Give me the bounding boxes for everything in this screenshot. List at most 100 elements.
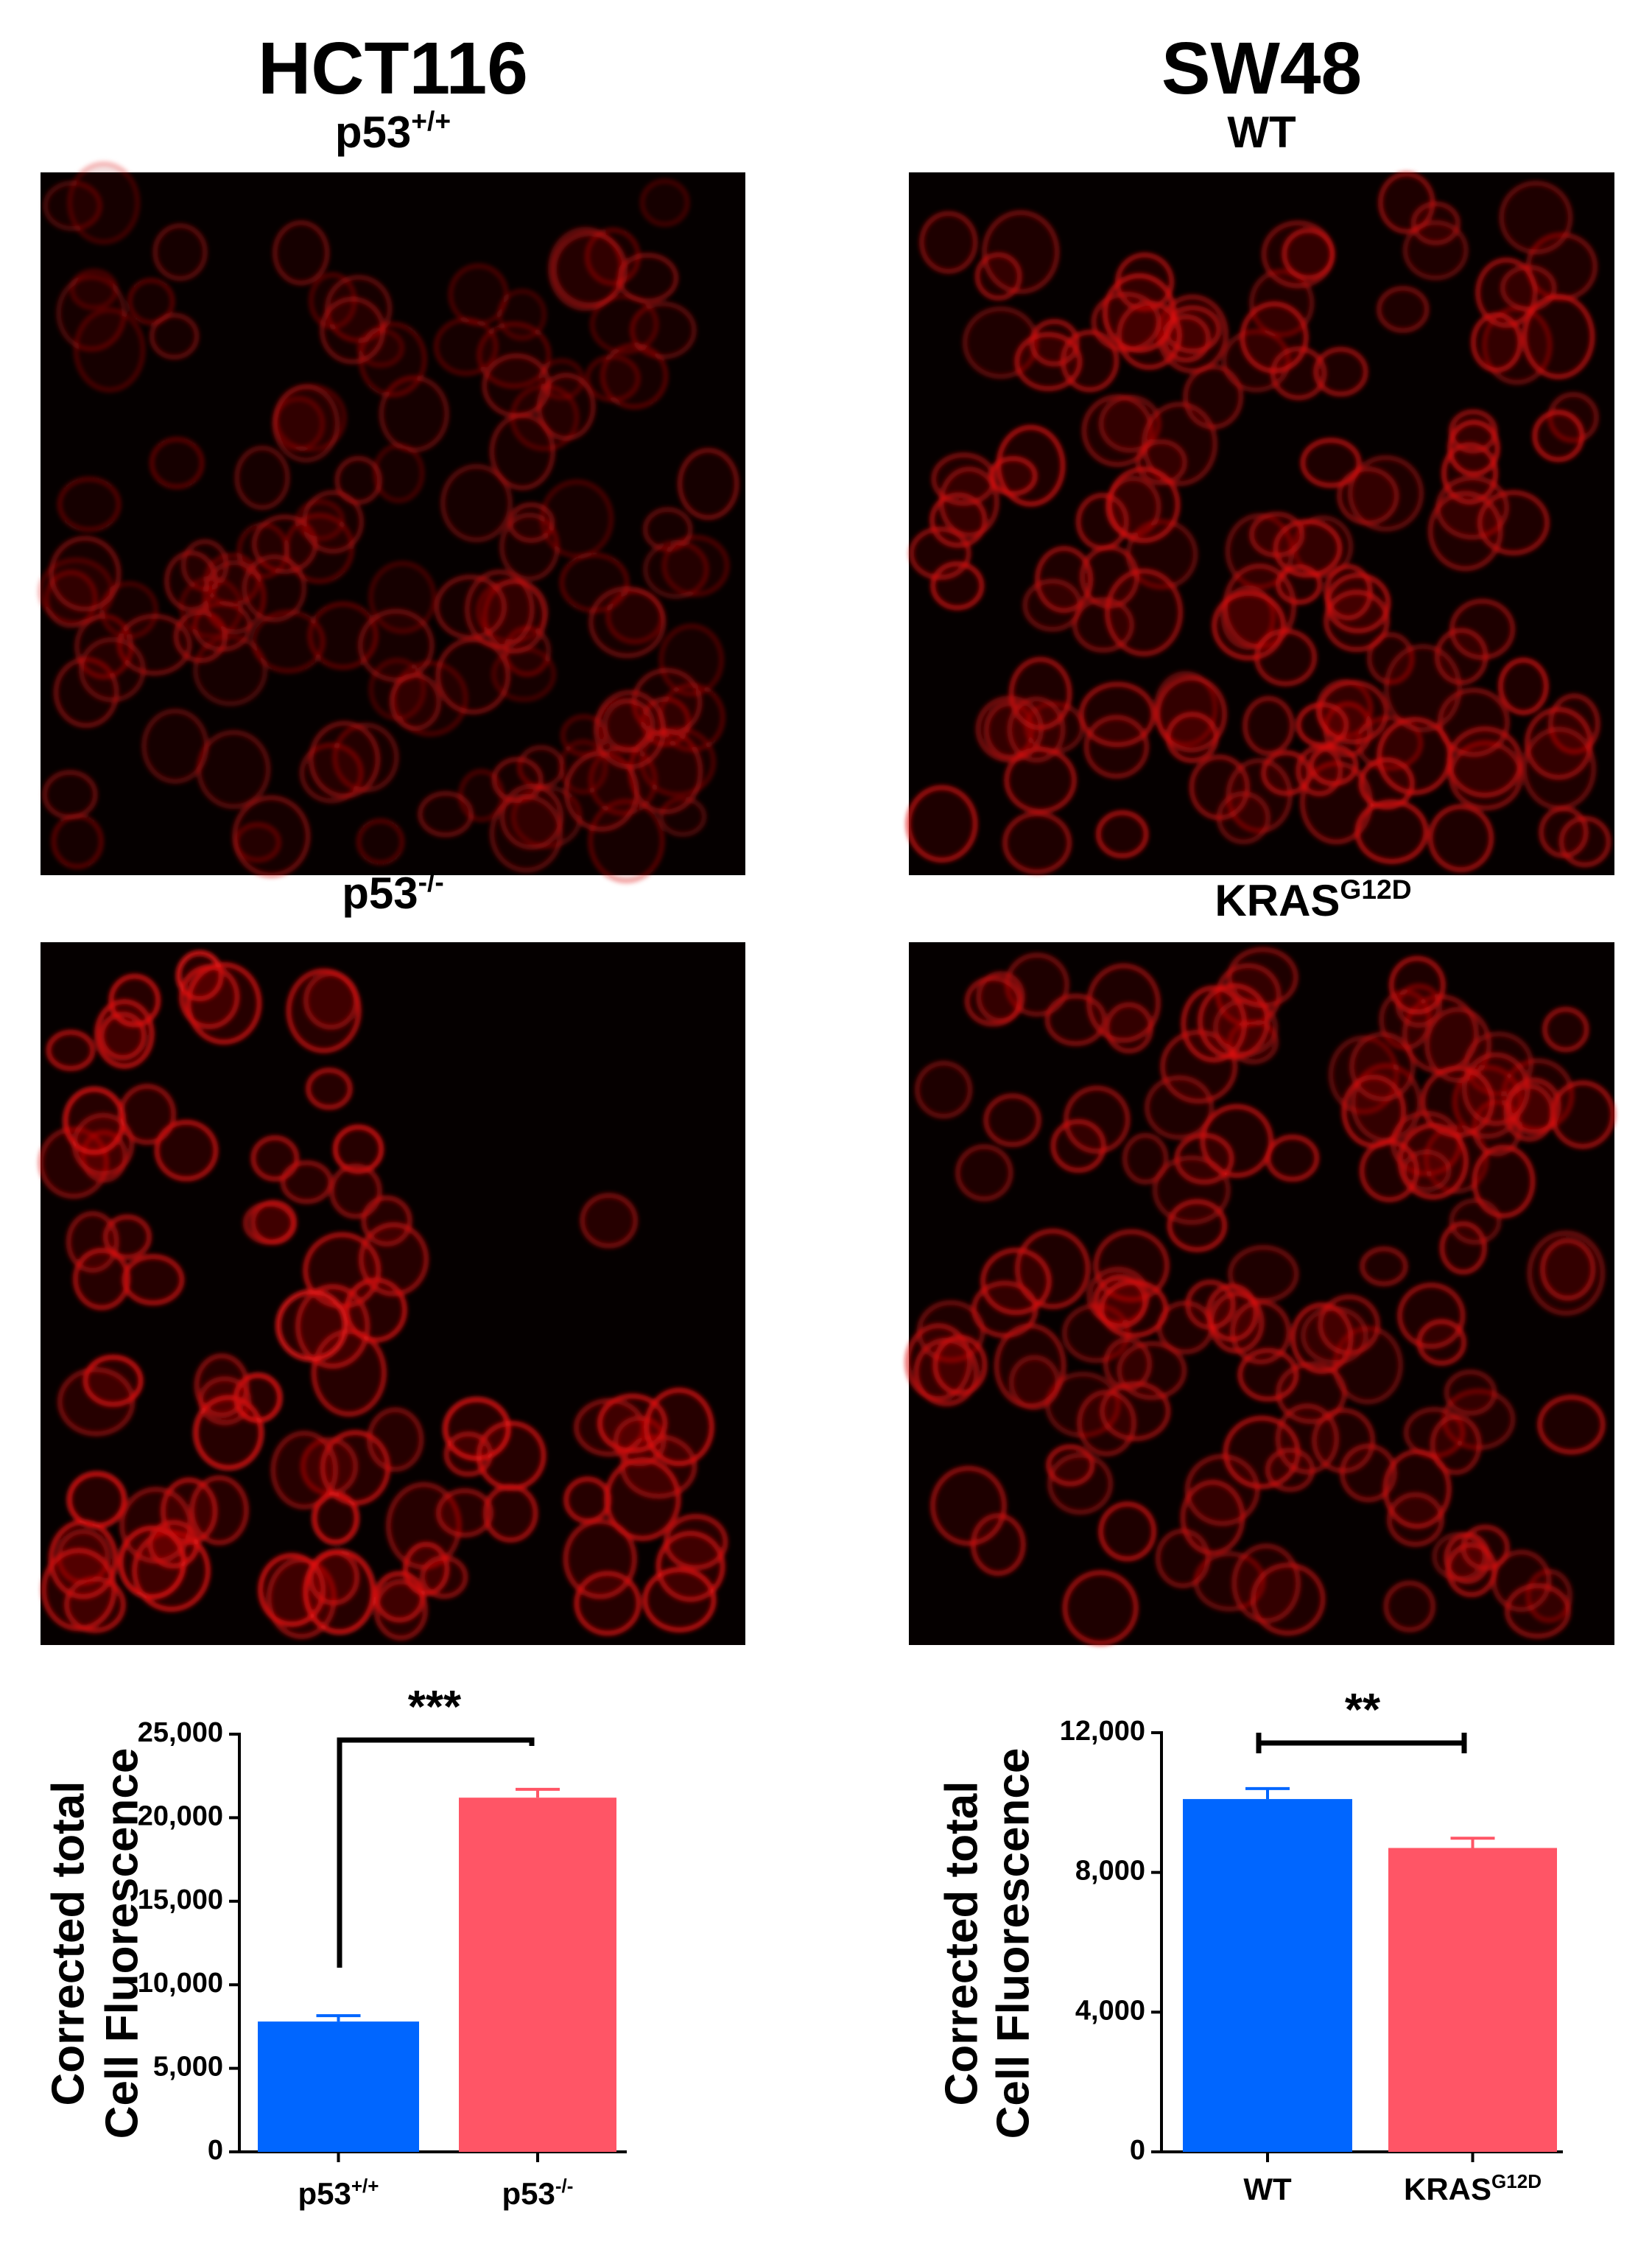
- cell: [929, 1465, 1008, 1546]
- cell: [1416, 1319, 1467, 1367]
- x-tick-label: WT: [1243, 2172, 1292, 2206]
- cell: [588, 745, 658, 816]
- cell: [1231, 1543, 1301, 1624]
- cell: [1226, 947, 1299, 1009]
- cell: [272, 396, 326, 452]
- cell: [1095, 810, 1149, 859]
- cell: [1076, 1389, 1137, 1457]
- cell: [482, 353, 552, 418]
- cell: [1347, 455, 1424, 532]
- image-label-base: p53: [335, 108, 411, 157]
- cell: [931, 452, 997, 506]
- cell: [1122, 1132, 1169, 1185]
- cell: [312, 1491, 359, 1546]
- cell: [1420, 1065, 1495, 1138]
- cell: [489, 793, 563, 873]
- cell: [152, 222, 208, 281]
- image-label: p53+/+: [335, 105, 451, 157]
- cell: [1248, 511, 1305, 558]
- y-tick-label: 4,000: [1075, 1995, 1145, 2026]
- x-tick-label-base: KRAS: [1404, 2172, 1491, 2206]
- cell: [440, 463, 513, 543]
- cell: [1062, 1570, 1139, 1646]
- cell: [119, 1487, 193, 1564]
- cell: [366, 1406, 424, 1472]
- cell: [1007, 696, 1066, 763]
- y-tick-label: 5,000: [153, 2052, 223, 2083]
- cell: [420, 1554, 468, 1599]
- cell: [1383, 1580, 1436, 1632]
- cell: [141, 708, 209, 785]
- cell: [57, 476, 122, 533]
- cell: [1242, 695, 1295, 757]
- y-axis-label: Corrected total: [936, 1781, 987, 2106]
- cell: [579, 1192, 639, 1249]
- cell: [563, 1476, 612, 1524]
- cell: [328, 1163, 382, 1219]
- cell: [914, 1060, 973, 1119]
- bar: [459, 1798, 616, 2152]
- cell: [49, 536, 122, 612]
- cell: [1532, 410, 1585, 463]
- cell: [905, 785, 978, 863]
- cell: [149, 312, 200, 360]
- y-tick-label: 25,000: [138, 1717, 223, 1748]
- panel-title: HCT116: [258, 27, 528, 110]
- cell: [1431, 1532, 1488, 1582]
- cell: [1308, 744, 1359, 787]
- image-label-base: p53: [342, 869, 418, 918]
- cell: [642, 539, 710, 600]
- cell: [1376, 285, 1430, 334]
- cell: [435, 1487, 494, 1538]
- cell: [372, 443, 425, 504]
- error-bar: [316, 2014, 361, 2022]
- cell: [1083, 715, 1150, 779]
- cell: [589, 294, 659, 355]
- cell: [1401, 1149, 1452, 1193]
- cell: [658, 623, 725, 697]
- cell: [1537, 1395, 1606, 1455]
- cell: [1449, 1198, 1502, 1245]
- cell: [1106, 466, 1181, 544]
- cell: [57, 1367, 136, 1437]
- cell: [435, 636, 511, 715]
- cell: [443, 1397, 511, 1462]
- x-tick-label: p53-/-: [502, 2175, 574, 2211]
- cell: [1022, 578, 1083, 632]
- cell: [1349, 1031, 1416, 1102]
- cell: [1300, 1305, 1368, 1366]
- cell: [41, 1548, 117, 1632]
- cell: [1359, 1246, 1408, 1287]
- cell: [308, 1549, 360, 1606]
- cell: [51, 813, 105, 870]
- cells: [904, 947, 1616, 1646]
- cells: [905, 171, 1611, 875]
- cell: [242, 554, 307, 622]
- cell: [334, 455, 383, 505]
- cell: [560, 714, 608, 757]
- cell: [1002, 811, 1072, 875]
- cell: [1165, 712, 1219, 763]
- cell: [644, 1387, 714, 1467]
- x-tick-label-base: WT: [1243, 2172, 1292, 2206]
- cell: [584, 354, 642, 403]
- cell: [663, 1513, 728, 1571]
- x-tick-label: p53+/+: [298, 2175, 379, 2211]
- cell: [127, 277, 175, 326]
- cell: [108, 973, 161, 1028]
- cell: [1240, 301, 1309, 374]
- y-tick-label: 0: [1130, 2135, 1145, 2166]
- image-label: p53-/-: [342, 866, 444, 918]
- significance-bracket: [337, 1737, 535, 1968]
- y-tick-label: 8,000: [1075, 1856, 1145, 1887]
- cell: [272, 220, 330, 286]
- cell: [1265, 1134, 1320, 1182]
- cell: [99, 581, 159, 640]
- cell: [1104, 568, 1184, 657]
- cell: [72, 1247, 131, 1311]
- x-tick-label-sup: G12D: [1491, 2170, 1542, 2192]
- x-tick-label: KRASG12D: [1404, 2170, 1542, 2206]
- cell: [1388, 955, 1447, 1015]
- cell: [1102, 273, 1177, 353]
- cell: [1382, 1448, 1452, 1529]
